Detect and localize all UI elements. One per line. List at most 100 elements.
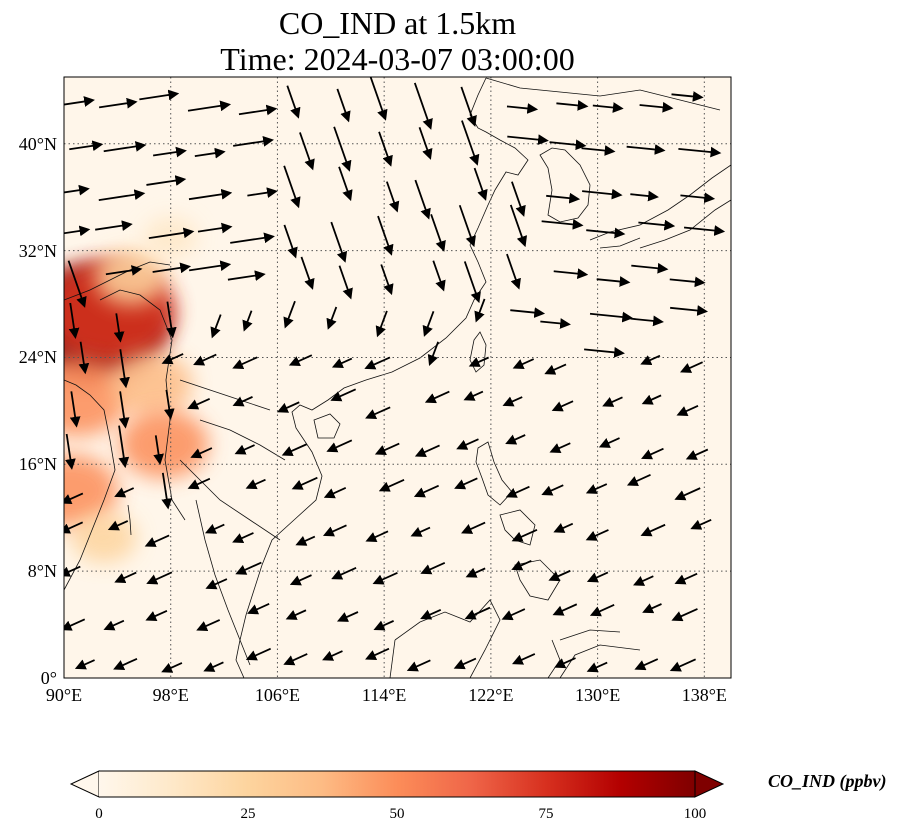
wind-arrow: [506, 103, 539, 114]
wind-arrow: [630, 315, 664, 327]
wind-arrow: [554, 657, 576, 669]
wind-arrow: [414, 179, 431, 220]
wind-arrow: [299, 132, 315, 171]
wind-arrow: [369, 77, 388, 121]
colorbar-label: CO_IND (ppbv): [768, 771, 887, 791]
wind-arrow: [690, 518, 712, 530]
map-area[interactable]: [14, 74, 731, 678]
wind-arrow: [512, 358, 535, 370]
wind-arrow: [64, 96, 95, 107]
wind-arrow: [634, 658, 659, 671]
wind-arrow: [548, 569, 571, 582]
wind-arrow: [424, 390, 450, 404]
wind-arrow: [505, 434, 526, 445]
wind-arrow: [511, 560, 532, 571]
wind-arrow: [510, 307, 546, 318]
wind-arrow: [330, 221, 348, 263]
lat-tick-label: 8°N: [27, 561, 57, 582]
wind-arrow: [114, 487, 135, 498]
wind-arrow: [463, 390, 484, 401]
colorbar-tick-label: 50: [389, 806, 405, 822]
lat-tick-label: 16°N: [18, 454, 57, 475]
concentration-hotspot: [143, 216, 198, 259]
concentration-hotspot: [64, 358, 128, 437]
wind-arrow: [464, 606, 491, 620]
wind-arrow: [188, 188, 233, 201]
wind-arrow: [458, 204, 476, 248]
new-guinea-coast: [559, 629, 641, 678]
wind-arrow: [153, 435, 164, 465]
wind-arrow: [683, 225, 726, 236]
wind-arrow: [281, 443, 308, 456]
wind-arrow: [413, 82, 433, 130]
lat-tick-label: 24°N: [18, 347, 57, 368]
wind-arrow: [410, 526, 431, 537]
wind-arrow: [78, 341, 90, 375]
wind-arrow: [165, 301, 177, 339]
wind-arrow: [65, 433, 76, 470]
wind-arrow: [585, 529, 609, 541]
lat-tick-label: 0°: [40, 668, 57, 688]
wind-arrow: [285, 609, 307, 620]
wind-arrow: [454, 477, 478, 490]
wind-arrow: [549, 442, 571, 454]
wind-arrow: [585, 483, 608, 494]
lon-tick-label: 106°E: [254, 685, 301, 705]
wind-arrow: [420, 561, 446, 575]
wind-arrow: [336, 88, 351, 123]
wind-arrow: [107, 520, 129, 531]
wind-arrow: [230, 232, 275, 244]
gridlines: [64, 77, 731, 678]
himalaya-border: [64, 261, 171, 301]
wind-arrow: [119, 349, 130, 389]
concentration-hotspot: [119, 410, 209, 479]
wind-arrow: [626, 144, 666, 155]
colorbar-tick-label: 0: [95, 806, 103, 822]
wind-arrow: [553, 268, 589, 280]
lon-tick-label: 130°E: [574, 685, 621, 705]
wind-arrow: [326, 439, 353, 453]
wind-arrow: [430, 213, 446, 252]
wind-arrow: [283, 300, 296, 329]
wind-arrow: [300, 256, 315, 290]
wind-arrow: [602, 396, 623, 407]
wind-arrow: [245, 647, 272, 661]
colorbar-extend-min: [69, 770, 100, 798]
map-title: CO_IND at 1.5km: [278, 5, 517, 41]
wind-vectors: [64, 77, 726, 673]
wind-arrow: [67, 260, 87, 308]
wind-arrow: [322, 524, 347, 537]
wind-arrow: [203, 661, 224, 672]
wind-arrow: [64, 521, 84, 534]
wind-arrow: [188, 260, 232, 272]
wind-arrow: [680, 192, 716, 204]
wind-arrow: [375, 310, 388, 338]
lat-tick-label: 40°N: [18, 133, 57, 154]
wind-arrow: [461, 120, 480, 166]
wind-arrow: [511, 528, 538, 542]
mainland-coastline: [235, 77, 529, 678]
wind-arrow: [501, 608, 526, 621]
wind-arrow: [64, 184, 90, 196]
colorbar-body: [99, 771, 695, 797]
wind-arrow: [432, 260, 446, 292]
wind-arrow: [506, 253, 521, 290]
colorbar-tick-label: 75: [538, 806, 554, 822]
andaman-islands: [127, 504, 132, 536]
wind-arrow: [365, 647, 390, 660]
wind-arrow: [679, 361, 703, 373]
wind-arrow: [194, 147, 226, 159]
wind-arrow: [235, 561, 262, 575]
lon-tick-label: 98°E: [152, 685, 189, 705]
wind-arrow: [234, 444, 255, 455]
wind-arrow: [541, 484, 564, 496]
wind-arrow: [336, 611, 359, 622]
wind-arrow: [502, 396, 523, 407]
wind-arrow: [380, 264, 394, 296]
wind-arrow: [592, 102, 624, 113]
coastlines-borders: [64, 77, 731, 678]
wind-arrow: [64, 225, 91, 237]
wind-arrow: [468, 356, 490, 367]
lon-tick-label: 90°E: [45, 685, 83, 705]
